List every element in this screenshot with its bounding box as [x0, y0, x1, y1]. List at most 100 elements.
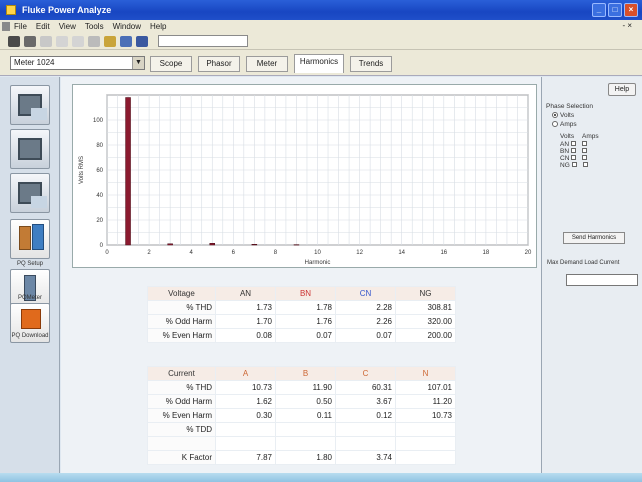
menu-view[interactable]: View	[58, 22, 76, 31]
column-header: N	[395, 366, 456, 381]
table-cell	[395, 436, 456, 451]
radio-icon[interactable]	[552, 112, 558, 118]
menu-help[interactable]: Help	[150, 22, 167, 31]
column-header: AN	[215, 286, 276, 301]
setup-icon	[19, 226, 31, 250]
table-cell: 107.01	[395, 380, 456, 395]
table-cell: 0.12	[335, 408, 396, 423]
phase-checkbox[interactable]	[581, 148, 587, 153]
phase-label: CN	[560, 155, 572, 162]
menu-file[interactable]: File	[14, 22, 27, 31]
table-cell: 0.30	[215, 408, 276, 423]
table-cell: 11.90	[275, 380, 336, 395]
radio-icon[interactable]	[552, 121, 558, 127]
table-header-row: Current A B C N	[147, 366, 456, 381]
nav-display-button[interactable]	[10, 173, 50, 213]
table-cell: 10.73	[395, 408, 456, 423]
minimize-button[interactable]: _	[592, 3, 606, 17]
left-nav: PQ Setup PQMeter PQ Download	[0, 77, 60, 473]
phase-checkbox[interactable]	[581, 141, 587, 146]
tab-scope[interactable]: Scope	[150, 56, 192, 72]
table-cell: 1.78	[275, 300, 336, 315]
column-header: BN	[275, 286, 336, 301]
chart-icon[interactable]	[136, 35, 148, 47]
tab-meter[interactable]: Meter	[246, 56, 288, 72]
right-sidebar: Help Phase Selection Volts Amps Volts Am…	[541, 77, 642, 473]
nav-pq-download-button[interactable]	[10, 303, 50, 343]
phase-checkbox[interactable]	[570, 141, 576, 146]
save-icon[interactable]	[24, 35, 36, 47]
status-bar	[0, 473, 642, 482]
table-cell: 308.81	[395, 300, 456, 315]
phase-checkbox[interactable]	[571, 162, 577, 167]
x-tick-label: 4	[190, 250, 194, 256]
table-cell	[275, 436, 336, 451]
phase-row: NG	[560, 162, 594, 169]
radio-volts[interactable]: Volts	[552, 112, 574, 119]
tab-phasor[interactable]: Phasor	[198, 56, 240, 72]
phase-checkbox[interactable]	[570, 148, 576, 153]
column-header: NG	[395, 286, 456, 301]
menu-window[interactable]: Window	[112, 22, 142, 31]
x-tick-label: 8	[274, 250, 278, 256]
copy-icon[interactable]	[72, 35, 84, 47]
y-tick-label: 100	[93, 118, 104, 124]
x-tick-label: 20	[525, 250, 532, 256]
menu-tools[interactable]: Tools	[84, 22, 104, 31]
open-icon[interactable]	[8, 35, 20, 47]
table-row: % Even Harm 0.08 0.07 0.07 200.00	[147, 328, 456, 343]
site-select[interactable]: Meter 1024 ▼	[10, 56, 145, 70]
chevron-down-icon[interactable]: ▼	[132, 57, 144, 69]
send-harmonics-button[interactable]: Send Harmonics	[563, 232, 625, 244]
meter-icon	[24, 275, 36, 301]
menu-edit[interactable]: Edit	[35, 22, 50, 31]
tab-bar: Meter 1024 ▼ Scope Phasor Meter Harmonic…	[0, 50, 642, 76]
table-row: % THD 10.73 11.90 60.31 107.01	[147, 380, 456, 395]
x-tick-label: 18	[483, 250, 490, 256]
row-label: % Even Harm	[147, 408, 216, 423]
x-tick-label: 6	[232, 250, 236, 256]
phase-checkbox[interactable]	[582, 162, 588, 167]
radio-amps[interactable]: Amps	[552, 121, 577, 128]
phase-checkbox[interactable]	[571, 155, 577, 160]
row-label	[147, 436, 216, 451]
harmonic-bar	[293, 244, 300, 246]
table-cell: 0.11	[275, 408, 336, 423]
column-header: A	[215, 366, 276, 381]
y-tick-label: 40	[96, 193, 103, 199]
voltage-harmonics-table: Voltage AN BN CN NG% THD 1.73 1.78 2.28 308.81% …	[147, 286, 456, 343]
cut-icon[interactable]	[56, 35, 68, 47]
phase-label: AN	[560, 141, 571, 148]
y-tick-label: 20	[96, 218, 103, 224]
load-current-input[interactable]	[566, 274, 638, 286]
help-button[interactable]: Help	[608, 83, 636, 96]
table-cell	[275, 422, 336, 437]
maximize-button[interactable]: □	[608, 3, 622, 17]
settings-icon[interactable]	[104, 35, 116, 47]
table-cell	[335, 436, 396, 451]
tab-trends[interactable]: Trends	[350, 56, 392, 72]
nav-label-pq-meter: PQMeter	[17, 295, 42, 301]
harmonic-bar	[167, 243, 173, 246]
help-icon[interactable]	[120, 35, 132, 47]
toolbar-combo[interactable]	[158, 35, 248, 47]
table-cell	[215, 422, 276, 437]
table-row: % Odd Harm 1.62 0.50 3.67 11.20	[147, 394, 456, 409]
table-cell	[395, 450, 456, 465]
table-cell: 7.87	[215, 450, 276, 465]
phase-selection-label: Phase Selection	[546, 103, 593, 110]
phase-label: NG	[560, 162, 572, 169]
print-icon[interactable]	[40, 35, 52, 47]
tab-harmonics[interactable]: Harmonics	[294, 54, 344, 73]
phase-checkbox[interactable]	[582, 155, 588, 160]
nav-pq-setup-button[interactable]	[10, 219, 50, 259]
harmonic-bar	[251, 244, 258, 246]
mdi-controls[interactable]: - ×	[622, 21, 632, 30]
table-cell: 2.26	[335, 314, 396, 329]
paste-icon[interactable]	[88, 35, 100, 47]
nav-monitor-button[interactable]	[10, 85, 50, 125]
close-button[interactable]: ×	[624, 3, 638, 17]
column-header: Voltage	[147, 286, 216, 301]
nav-waveform-button[interactable]	[10, 129, 50, 169]
nav-pq-meter-button[interactable]	[10, 269, 50, 309]
